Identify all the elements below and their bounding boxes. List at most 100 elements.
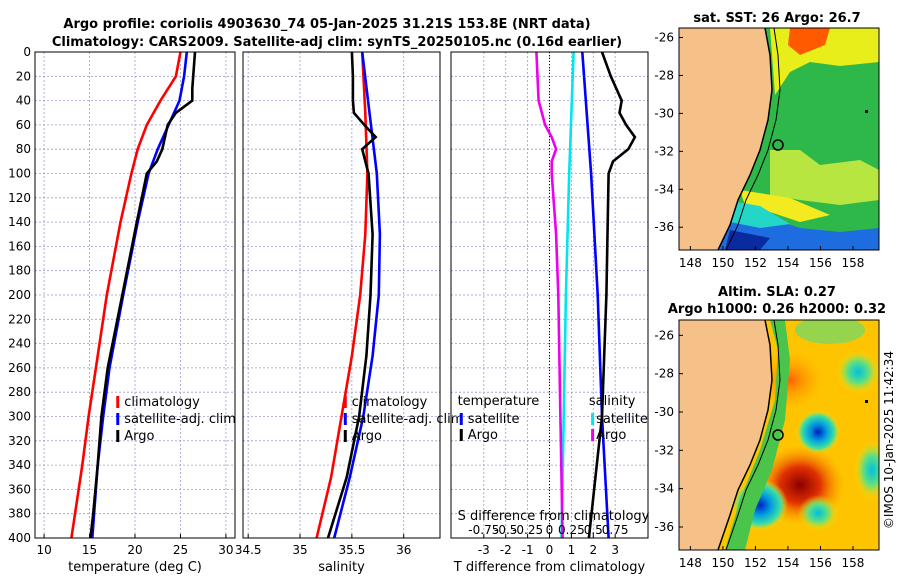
map-x-tick-label: 158 bbox=[842, 556, 865, 570]
sla-map-title-line1: Altim. SLA: 0.27 bbox=[718, 285, 836, 300]
map-x-tick-label: 152 bbox=[744, 556, 767, 570]
sla-map bbox=[679, 320, 879, 550]
x-tick-label: 10 bbox=[36, 543, 51, 557]
sst-map bbox=[679, 28, 879, 250]
y-tick-label: 80 bbox=[16, 142, 31, 156]
sst-coastline bbox=[717, 28, 773, 250]
y-tick-label: 280 bbox=[8, 385, 31, 399]
map-x-tick-label: 156 bbox=[809, 556, 832, 570]
legend-swatch bbox=[116, 430, 120, 442]
legend-swatch bbox=[459, 413, 463, 425]
difference-panel: -3 -2 -1 0 1 2 3 T difference from climatology t… bbox=[450, 51, 650, 575]
map-x-tick-label: 152 bbox=[744, 256, 767, 270]
series-line-t-argo bbox=[535, 51, 564, 539]
y-tick-label: 400 bbox=[8, 531, 31, 545]
sst-land bbox=[679, 28, 772, 250]
sst-cyan-strip bbox=[725, 200, 790, 228]
map-x-tick-label: 150 bbox=[711, 256, 734, 270]
series-line-t-satellite bbox=[560, 51, 575, 539]
x-tick-label: 1 bbox=[568, 543, 576, 557]
sla-200m-contour bbox=[725, 320, 781, 550]
legend-entry: satellite-adj. clim bbox=[352, 412, 464, 427]
sla-land bbox=[679, 320, 772, 550]
sla-anomaly-cyan-ne bbox=[836, 350, 879, 394]
map-y-tick-label: -28 bbox=[654, 367, 674, 381]
map-x-tick-label: 158 bbox=[842, 256, 865, 270]
secondary-tick-label: 0.5 bbox=[584, 523, 603, 537]
map-y-tick-label: -34 bbox=[654, 182, 674, 196]
map-x-tick-label: 154 bbox=[776, 556, 799, 570]
legend-entry: satellite bbox=[596, 412, 648, 427]
legend-swatch bbox=[459, 429, 463, 441]
secondary-tick-label: -0.5 bbox=[494, 523, 517, 537]
y-tick-label: 100 bbox=[8, 167, 31, 181]
x-tick-label: 25 bbox=[173, 543, 188, 557]
y-tick-label: 220 bbox=[8, 312, 31, 326]
y-tick-label: 60 bbox=[16, 118, 31, 132]
sla-profile-marker bbox=[772, 429, 784, 441]
y-tick-label: 240 bbox=[8, 337, 31, 351]
x-tick-label: 2 bbox=[589, 543, 597, 557]
legend-entry: Argo bbox=[596, 428, 626, 443]
legend-entry: Argo bbox=[468, 428, 498, 443]
x-tick-label: -2 bbox=[500, 543, 512, 557]
sla-map-frame bbox=[678, 319, 880, 551]
title-line1: Argo profile: coriolis 4903630_74 05-Jan… bbox=[63, 17, 590, 32]
y-tick-label: 320 bbox=[8, 434, 31, 448]
sla-anomaly-blue-east bbox=[796, 410, 840, 454]
sla-anomaly-green-n bbox=[795, 320, 865, 344]
secondary-tick-label: 0.25 bbox=[558, 523, 585, 537]
series-line-climatology bbox=[315, 51, 369, 539]
legend-entry: Argo bbox=[124, 429, 154, 444]
series-line-satellite-adj--clim bbox=[332, 51, 382, 539]
x-tick-label: 35 bbox=[292, 543, 307, 557]
sla-island-dot bbox=[865, 400, 868, 403]
map-y-tick-label: -34 bbox=[654, 482, 674, 496]
sla-anomaly-cyan-se bbox=[798, 495, 838, 531]
x-axis-label: T difference from climatology bbox=[453, 560, 646, 575]
map-x-tick-label: 156 bbox=[809, 256, 832, 270]
y-tick-label: 300 bbox=[8, 410, 31, 424]
secondary-tick-label: 0 bbox=[546, 523, 554, 537]
legend-swatch bbox=[591, 413, 595, 425]
sla-map-axes: 148 150 152 154 156 158 -26 -28 -30 -32 -34 -36 bbox=[654, 328, 864, 570]
legend-title-salinity: salinity bbox=[589, 394, 636, 409]
x-tick-label: 36 bbox=[396, 543, 411, 557]
series-line-argo bbox=[89, 51, 197, 539]
secondary-axis-label: S difference from climatology bbox=[458, 509, 650, 524]
x-tick-label: 30 bbox=[218, 543, 233, 557]
map-y-tick-label: -32 bbox=[654, 443, 674, 457]
map-y-tick-label: -28 bbox=[654, 68, 674, 82]
map-x-tick-label: 148 bbox=[679, 256, 702, 270]
legend-swatch bbox=[116, 413, 120, 425]
sst-warm-band bbox=[770, 150, 879, 205]
legend-swatch bbox=[343, 430, 347, 442]
title-line2: Climatology: CARS2009. Satellite-adj cli… bbox=[52, 35, 622, 50]
secondary-tick-label: -0.75 bbox=[468, 523, 499, 537]
map-y-tick-label: -36 bbox=[654, 220, 674, 234]
sst-island-dot bbox=[865, 110, 868, 113]
sst-map-frame bbox=[678, 27, 880, 251]
y-tick-label: 380 bbox=[8, 507, 31, 521]
y-tick-label: 0 bbox=[23, 45, 31, 59]
map-y-tick-label: -30 bbox=[654, 106, 674, 120]
x-axis-label: temperature (deg C) bbox=[68, 560, 202, 575]
sla-coastal-green bbox=[725, 320, 790, 550]
x-tick-label: 20 bbox=[127, 543, 142, 557]
y-tick-label: 120 bbox=[8, 191, 31, 205]
legend-swatch bbox=[591, 429, 595, 441]
y-tick-label: 180 bbox=[8, 264, 31, 278]
sst-cool-patch bbox=[725, 230, 770, 250]
legend-entry: Argo bbox=[352, 429, 382, 444]
map-y-tick-label: -36 bbox=[654, 520, 674, 534]
y-tick-label: 260 bbox=[8, 361, 31, 375]
legend-entry: climatology bbox=[124, 395, 200, 410]
axes-frame bbox=[242, 51, 441, 539]
imos-watermark: ©IMOS 10-Jan-2025 11:42:34 bbox=[882, 351, 896, 529]
sst-200m-contour bbox=[725, 28, 781, 250]
sla-anomaly-cyan-e bbox=[854, 440, 879, 500]
x-tick-label: -1 bbox=[522, 543, 534, 557]
series-line-satellite-adj--clim bbox=[91, 51, 189, 539]
x-tick-label: 3 bbox=[611, 543, 619, 557]
series-line-s-satellite bbox=[581, 51, 610, 539]
